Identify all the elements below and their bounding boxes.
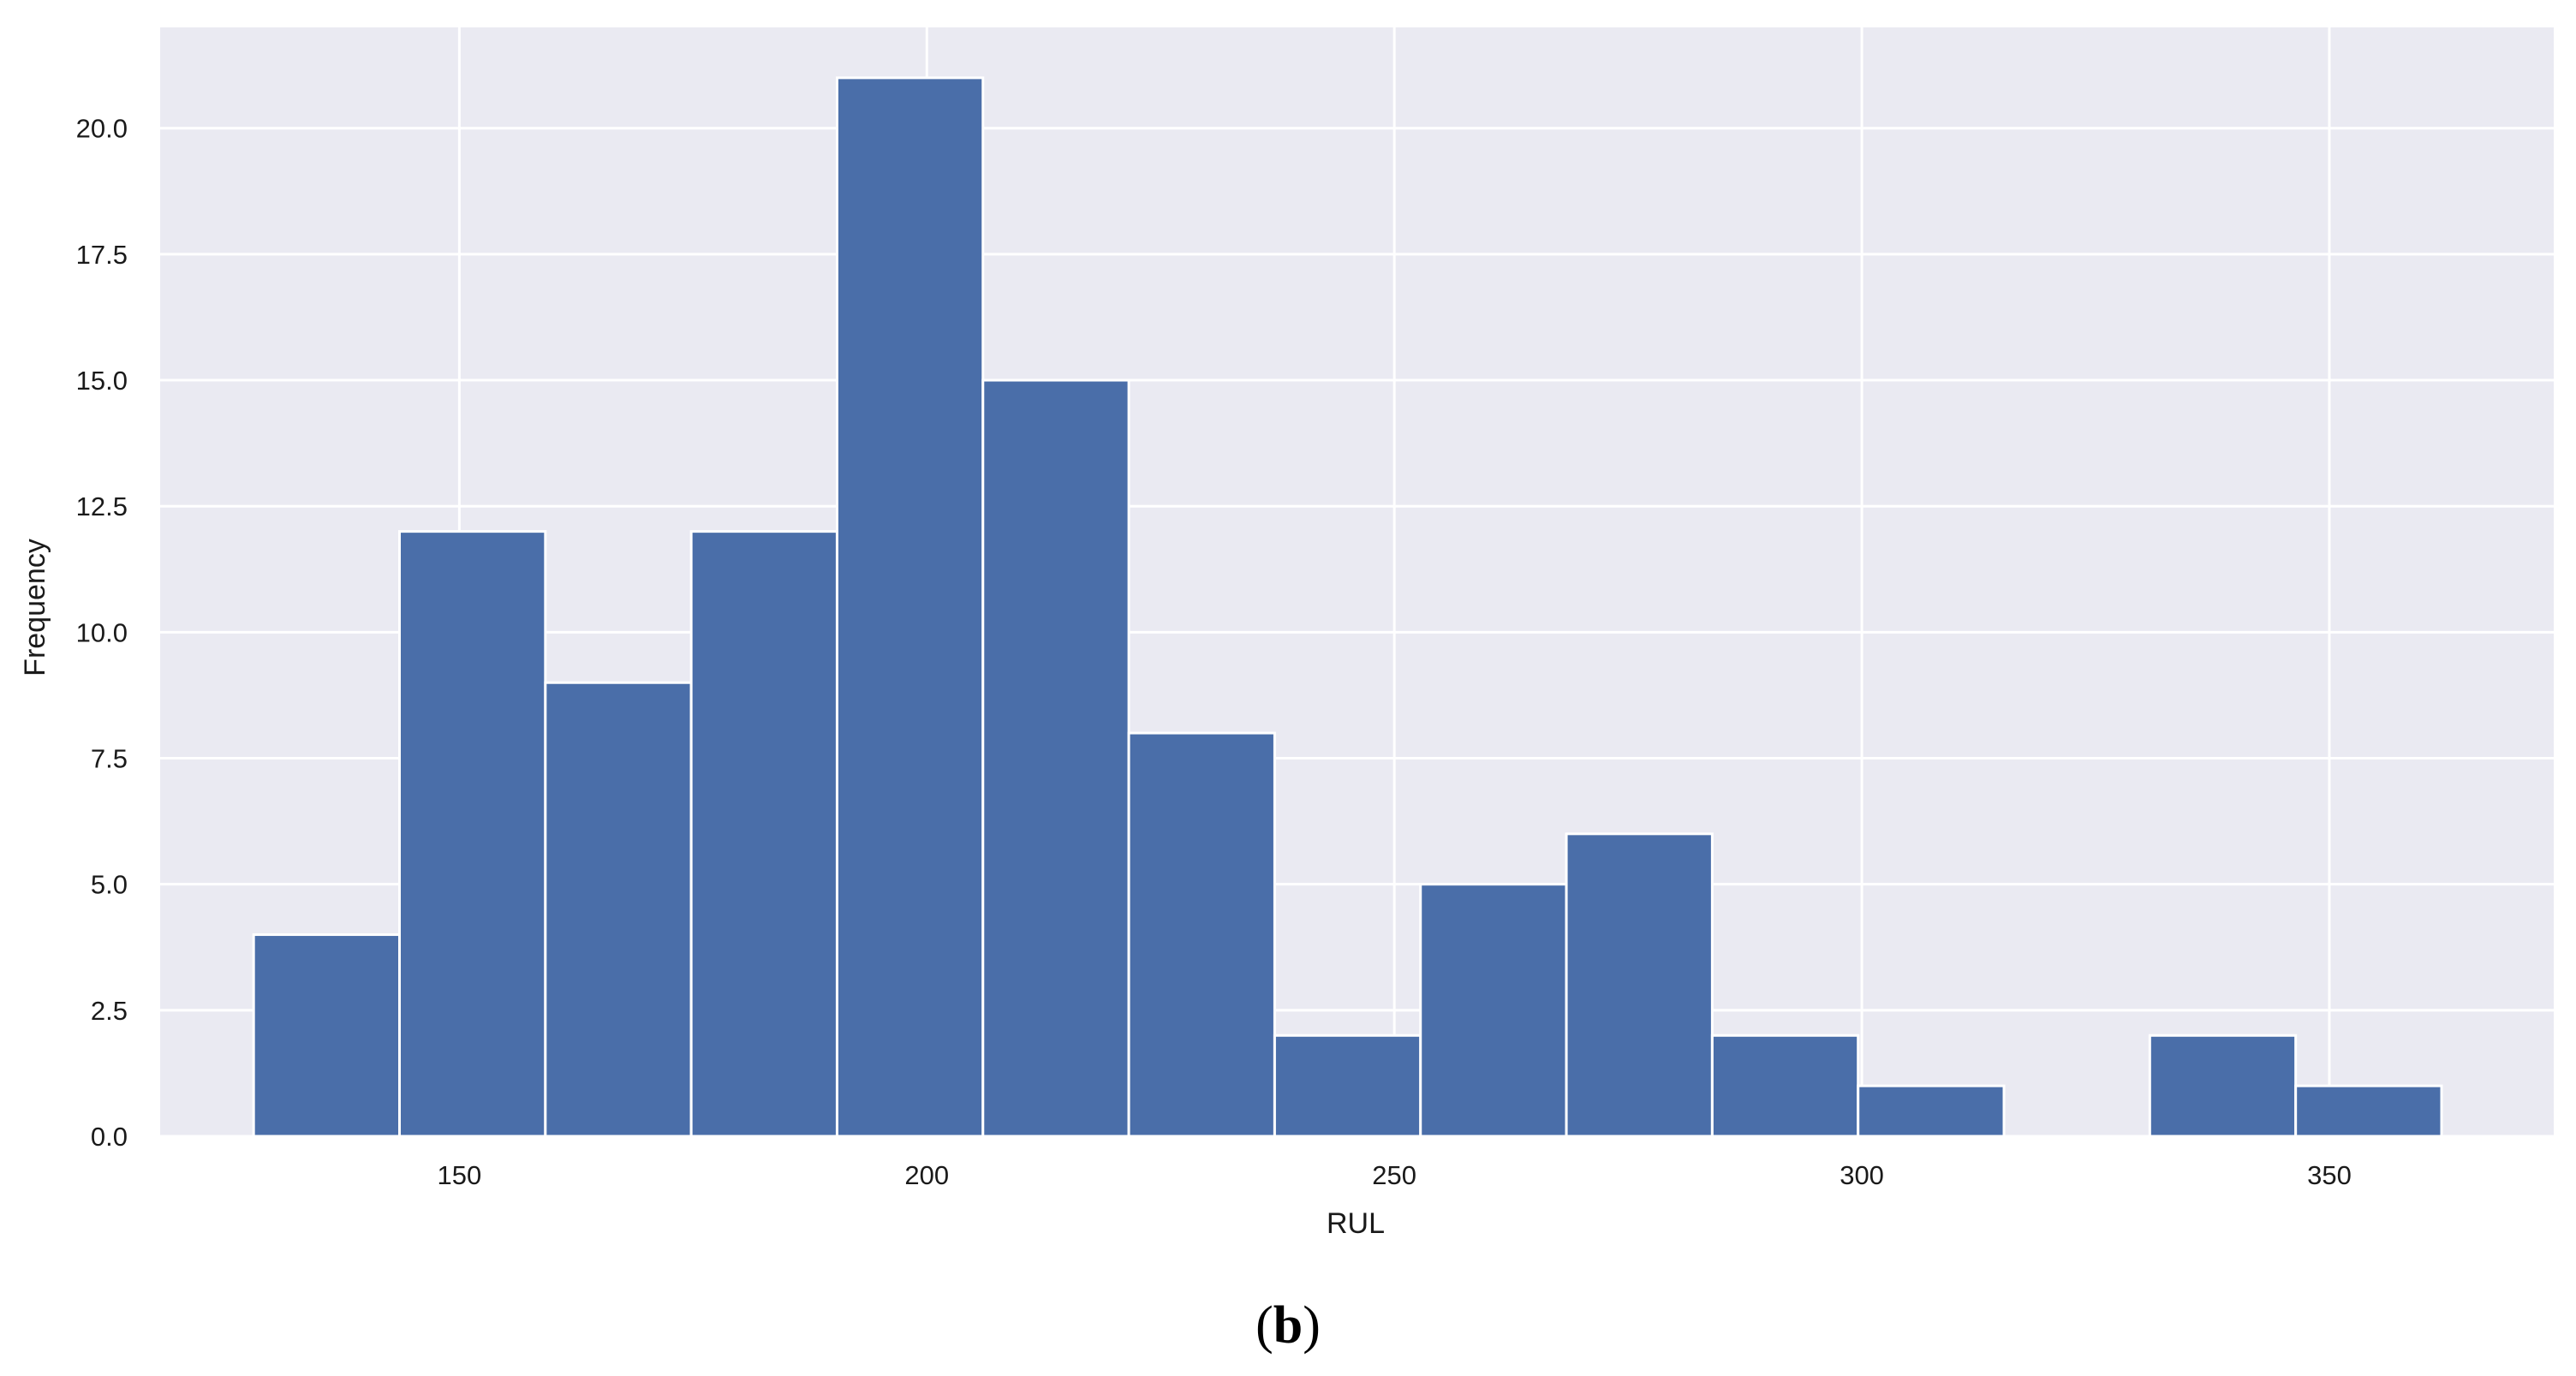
y-axis-ticks: 0.0 2.5 5.0 7.5 10.0 12.5 15.0 17.5 20.0	[76, 114, 128, 1152]
x-tick-label-1: 200	[904, 1160, 949, 1190]
x-axis-title: RUL	[1327, 1207, 1385, 1240]
caption-letter: b	[1273, 1296, 1303, 1355]
y-tick-label-2: 5.0	[91, 870, 128, 900]
bar-10	[1710, 1033, 1860, 1138]
bar-1	[398, 530, 547, 1138]
bar-3	[689, 530, 838, 1138]
caption-close-paren: )	[1303, 1296, 1321, 1355]
y-axis-title: Frequency	[19, 539, 51, 676]
y-tick-label-5: 12.5	[76, 491, 128, 521]
caption-open-paren: (	[1255, 1296, 1273, 1355]
y-tick-label-1: 2.5	[91, 996, 128, 1026]
y-tick-label-0: 0.0	[91, 1122, 128, 1152]
bar-7	[1273, 1033, 1422, 1138]
x-tick-label-4: 350	[2307, 1160, 2352, 1190]
bar-4	[835, 76, 985, 1138]
figure-caption: (b)	[1255, 1296, 1321, 1355]
y-tick-label-4: 10.0	[76, 617, 128, 647]
y-tick-label-6: 15.0	[76, 366, 128, 396]
bar-9	[1565, 832, 1714, 1138]
bar-6	[1127, 731, 1276, 1138]
x-tick-label-0: 150	[438, 1160, 482, 1190]
bar-11	[1857, 1084, 2006, 1138]
y-tick-label-3: 7.5	[91, 744, 128, 774]
bar-2	[544, 681, 693, 1138]
bar-8	[1419, 883, 1568, 1138]
y-tick-label-7: 17.5	[76, 240, 128, 270]
x-tick-label-3: 300	[1840, 1160, 1884, 1190]
bar-13	[2148, 1033, 2298, 1138]
bar-14	[2294, 1084, 2443, 1138]
x-tick-label-2: 250	[1372, 1160, 1416, 1190]
bar-0	[252, 933, 401, 1138]
y-tick-label-8: 20.0	[76, 114, 128, 144]
bar-5	[981, 378, 1130, 1138]
histogram-bars	[252, 76, 2443, 1138]
x-axis-ticks: 150 200 250 300 350	[438, 1160, 2352, 1190]
